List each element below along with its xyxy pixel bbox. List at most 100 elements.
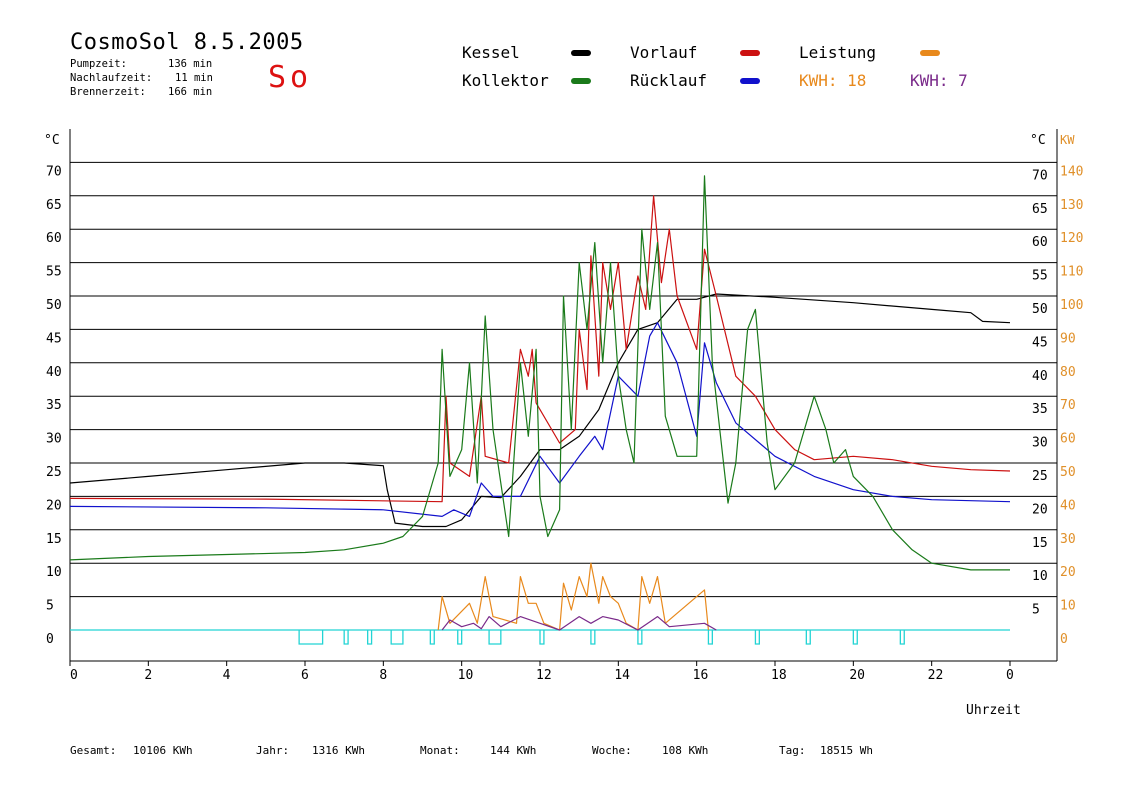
weekday-label: So bbox=[268, 60, 313, 95]
y-tick-label-right: 20 bbox=[1032, 502, 1048, 517]
footer-gesamt-label: Gesamt: bbox=[70, 744, 117, 757]
pump-pulse bbox=[298, 630, 324, 645]
y-tick-label-left: 40 bbox=[46, 365, 62, 380]
legend-kwh-total: KWH: 18 bbox=[799, 71, 867, 90]
legend-ruecklauf-swatch bbox=[740, 78, 760, 84]
y-tick-label-right: 15 bbox=[1032, 536, 1048, 551]
y-tick-label-kw: 30 bbox=[1060, 532, 1076, 547]
y-tick-label-left: 55 bbox=[46, 265, 62, 280]
y-tick-label-right: 25 bbox=[1032, 469, 1048, 484]
brenner-time-label: Brennerzeit: bbox=[70, 86, 146, 98]
y-tick-label-left: 10 bbox=[46, 565, 62, 580]
pump-pulse bbox=[390, 630, 404, 645]
y-tick-label-right: 55 bbox=[1032, 269, 1048, 284]
y-tick-label-kw: 0 bbox=[1060, 632, 1068, 647]
x-tick-label: 16 bbox=[693, 668, 709, 683]
x-tick-label: 0 bbox=[1006, 668, 1014, 683]
footer-jahr-value: 1316 KWh bbox=[312, 744, 365, 757]
legend-kwh-second: KWH: 7 bbox=[910, 71, 968, 90]
legend-ruecklauf-label: Rücklauf bbox=[630, 71, 708, 90]
y-tick-label-left: 45 bbox=[46, 331, 62, 346]
y-tick-label-left: 20 bbox=[46, 498, 62, 513]
footer-woche-value: 108 KWh bbox=[662, 744, 709, 757]
y-tick-label-right: 30 bbox=[1032, 436, 1048, 451]
x-tick-label: 18 bbox=[771, 668, 787, 683]
brenner-time-value: 166 min bbox=[168, 86, 213, 98]
y-tick-label-left: 70 bbox=[46, 164, 62, 179]
pump-pulse bbox=[707, 630, 713, 645]
series-line-kollektor bbox=[69, 175, 1010, 571]
y-axis-unit-kw: KW bbox=[1060, 133, 1075, 147]
y-tick-label-right: 50 bbox=[1032, 302, 1048, 317]
pump-pulse bbox=[590, 630, 596, 645]
y-tick-label-kw: 10 bbox=[1060, 599, 1076, 614]
y-tick-label-right: 35 bbox=[1032, 402, 1048, 417]
pump-pulse bbox=[429, 630, 435, 645]
footer-tag-label: Tag: bbox=[779, 744, 806, 757]
y-tick-label-kw: 110 bbox=[1060, 265, 1083, 280]
footer-woche-label: Woche: bbox=[592, 744, 632, 757]
y-tick-label-left: 25 bbox=[46, 465, 62, 480]
y-tick-label-left: 35 bbox=[46, 398, 62, 413]
y-tick-label-right: 5 bbox=[1032, 603, 1040, 618]
legend-kessel-swatch bbox=[571, 50, 591, 56]
pump-pulse bbox=[754, 630, 760, 645]
pump-pulse bbox=[488, 630, 502, 645]
y-tick-label-left: 5 bbox=[46, 599, 54, 614]
y-tick-label-kw: 20 bbox=[1060, 565, 1076, 580]
pump-pulse bbox=[637, 630, 643, 645]
x-tick-label: 4 bbox=[223, 668, 231, 683]
legend-kessel-label: Kessel bbox=[462, 43, 520, 62]
y-tick-label-right: 10 bbox=[1032, 569, 1048, 584]
y-tick-label-kw: 90 bbox=[1060, 331, 1076, 346]
y-tick-label-right: 60 bbox=[1032, 235, 1048, 250]
y-tick-label-kw: 70 bbox=[1060, 398, 1076, 413]
series-line-kessel bbox=[69, 293, 1011, 528]
footer-tag-value: 18515 Wh bbox=[820, 744, 873, 757]
pump-time-value: 136 min bbox=[168, 58, 213, 70]
y-tick-label-left: 15 bbox=[46, 532, 62, 547]
pump-pulse bbox=[367, 630, 373, 645]
x-axis-label: Uhrzeit bbox=[966, 703, 1021, 718]
series-line-vorlauf bbox=[69, 195, 1011, 503]
y-tick-label-left: 65 bbox=[46, 198, 62, 213]
y-tick-label-kw: 40 bbox=[1060, 498, 1076, 513]
legend-leistung-swatch bbox=[920, 50, 940, 56]
y-tick-label-kw: 60 bbox=[1060, 432, 1076, 447]
y-tick-label-kw: 100 bbox=[1060, 298, 1083, 313]
x-tick-label: 22 bbox=[928, 668, 944, 683]
y-tick-label-right: 65 bbox=[1032, 202, 1048, 217]
y-tick-label-kw: 50 bbox=[1060, 465, 1076, 480]
x-tick-label: 12 bbox=[536, 668, 552, 683]
pump-pulse bbox=[539, 630, 545, 645]
x-tick-label: 14 bbox=[614, 668, 630, 683]
y-tick-label-right: 70 bbox=[1032, 168, 1048, 183]
legend-vorlauf-label: Vorlauf bbox=[630, 43, 698, 62]
y-tick-label-left: 60 bbox=[46, 231, 62, 246]
pump-pulse bbox=[457, 630, 463, 645]
x-tick-label: 10 bbox=[458, 668, 474, 683]
pump-time-label: Pumpzeit: bbox=[70, 58, 127, 70]
y-tick-label-right: 40 bbox=[1032, 369, 1048, 384]
footer-monat-label: Monat: bbox=[420, 744, 460, 757]
y-axis-unit-left: °C bbox=[44, 133, 60, 148]
x-tick-label: 2 bbox=[144, 668, 152, 683]
y-tick-label-kw: 130 bbox=[1060, 198, 1083, 213]
footer-gesamt-value: 10106 KWh bbox=[133, 744, 193, 757]
pump-pulse bbox=[852, 630, 858, 645]
y-tick-label-left: 50 bbox=[46, 298, 62, 313]
y-tick-label-left: 30 bbox=[46, 432, 62, 447]
pump-pulse bbox=[805, 630, 811, 645]
y-tick-label-kw: 80 bbox=[1060, 365, 1076, 380]
footer-monat-value: 144 KWh bbox=[490, 744, 537, 757]
footer-jahr-label: Jahr: bbox=[256, 744, 290, 757]
legend-kollektor-label: Kollektor bbox=[462, 71, 549, 90]
legend-kollektor-swatch bbox=[571, 78, 591, 84]
chart-title: CosmoSol 8.5.2005 bbox=[70, 30, 304, 55]
pump-pulse bbox=[343, 630, 349, 645]
legend-leistung-label: Leistung bbox=[799, 43, 877, 62]
pump-pulse bbox=[899, 630, 905, 645]
series-line-leistung bbox=[437, 562, 709, 631]
x-tick-label: 6 bbox=[301, 668, 309, 683]
